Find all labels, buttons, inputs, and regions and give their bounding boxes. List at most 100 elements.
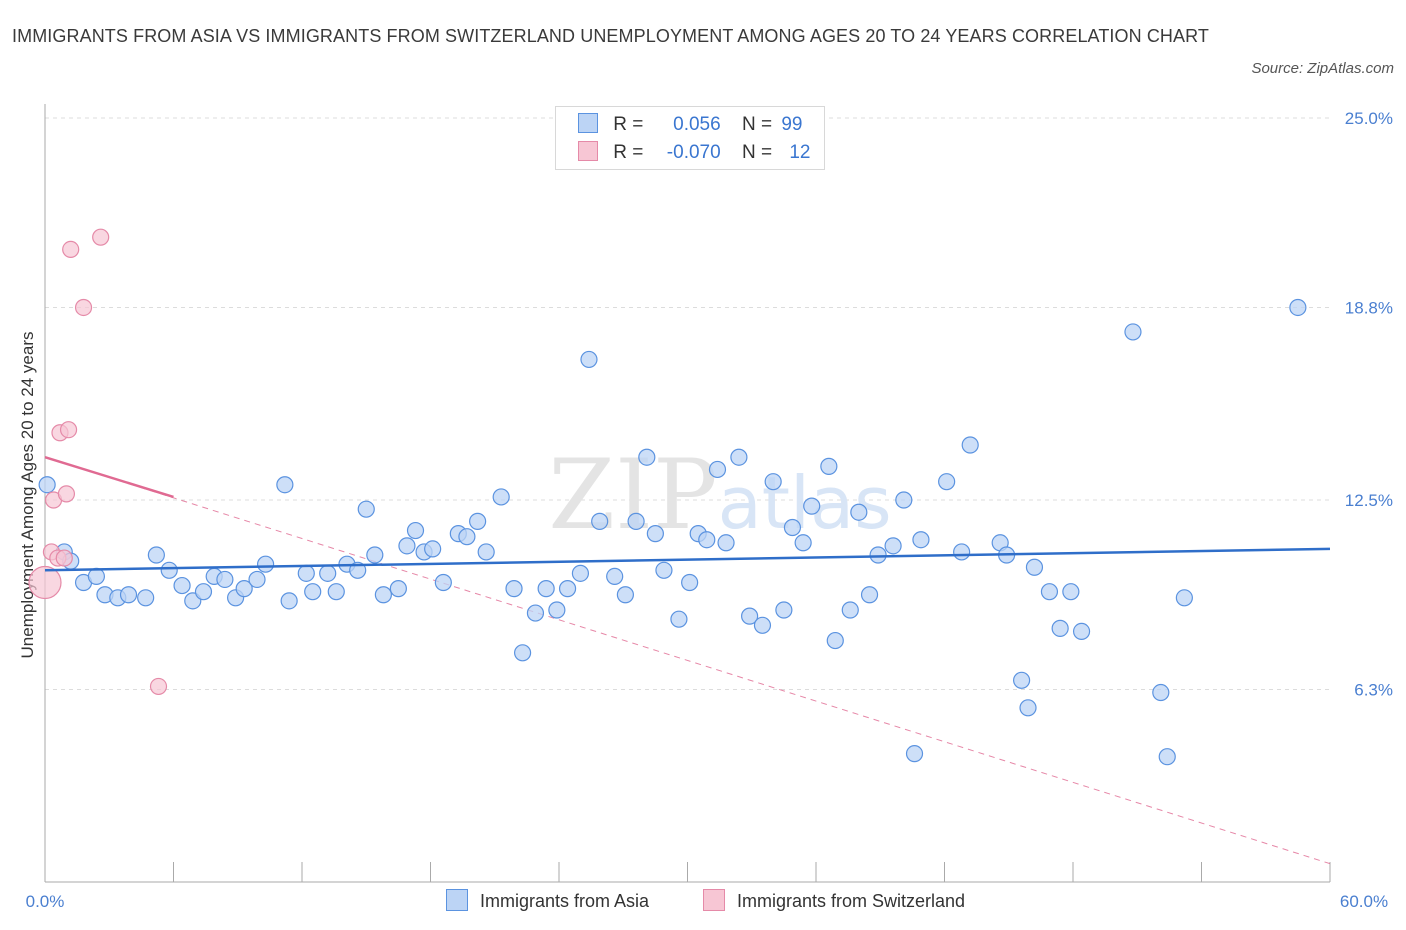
point-asia [389, 580, 407, 598]
point-asia [708, 460, 727, 479]
y-tick-label: 25.0% [1345, 109, 1393, 128]
point-asia [775, 601, 793, 619]
swiss-r-label: R = [613, 142, 644, 163]
swiss-r-value: -0.070 [666, 142, 721, 163]
point-asia [194, 583, 213, 601]
point-asia [297, 564, 315, 582]
legend-asia-swatch [446, 889, 468, 911]
x-tick-label-max: 60.0% [1340, 892, 1388, 911]
point-asia [1175, 589, 1193, 607]
point-asia [256, 555, 275, 573]
swiss-n-value: 12 [789, 142, 811, 163]
y-tick-label: 18.8% [1345, 298, 1393, 317]
point-asia [646, 525, 664, 543]
legend-swiss-swatch [703, 889, 725, 911]
point-asia [1072, 622, 1091, 641]
point-swiss [57, 485, 76, 503]
point-asia [137, 589, 155, 607]
asia-r-value: 0.056 [673, 114, 721, 135]
point-swiss [74, 298, 93, 317]
legend-item-asia: Immigrants from Asia [446, 889, 649, 912]
point-asia [424, 540, 442, 558]
point-asia [513, 644, 532, 662]
y-axis-label: Unemployment Among Ages 20 to 24 years [18, 332, 37, 659]
point-asia [216, 570, 234, 589]
point-asia [327, 583, 345, 601]
point-asia [753, 616, 772, 634]
point-asia [558, 580, 577, 598]
point-asia [884, 537, 902, 555]
point-asia [1158, 748, 1176, 766]
point-asia [638, 448, 656, 466]
series-asia-points [38, 298, 1307, 766]
point-asia [469, 512, 487, 530]
point-asia [905, 745, 924, 763]
point-asia [730, 448, 748, 466]
point-asia [477, 543, 495, 561]
asia-swatch [578, 113, 598, 133]
point-asia [895, 491, 913, 509]
point-asia [783, 518, 802, 537]
point-asia [794, 534, 812, 552]
point-asia [537, 580, 555, 598]
asia-r-label: R = [613, 114, 644, 135]
point-asia [147, 546, 165, 564]
legend-asia-label: Immigrants from Asia [480, 891, 650, 911]
y-tick-label: 12.5% [1345, 491, 1393, 510]
point-asia [87, 567, 106, 586]
point-asia [869, 546, 887, 564]
point-asia [655, 561, 673, 579]
point-asia [357, 500, 375, 518]
chart-title: IMMIGRANTS FROM ASIA VS IMMIGRANTS FROM … [12, 26, 1209, 46]
point-asia [616, 586, 634, 604]
point-asia [505, 580, 523, 598]
legend-swiss-label: Immigrants from Switzerland [737, 891, 966, 911]
watermark: ZIPatlas [548, 439, 891, 551]
point-asia [1152, 683, 1170, 702]
point-asia [820, 457, 838, 475]
legend-row-asia: R = 0.056 N = 99 [578, 113, 802, 139]
x-tick-labels: 0.0% 60.0% [26, 892, 1388, 911]
point-asia [434, 573, 452, 592]
point-asia [374, 586, 392, 604]
point-asia [912, 531, 930, 549]
point-asia [458, 528, 476, 546]
point-asia [841, 601, 859, 619]
legend-item-swiss: Immigrants from Switzerland [703, 889, 965, 912]
point-asia [119, 586, 138, 604]
point-swiss [55, 549, 73, 567]
trend-swiss-extended [44, 456, 1331, 865]
y-tick-label: 6.3% [1354, 680, 1393, 699]
point-asia [248, 570, 266, 589]
point-asia [38, 476, 56, 494]
point-asia [591, 512, 609, 530]
point-asia [526, 604, 545, 622]
point-asia [406, 521, 425, 540]
point-swiss [62, 240, 80, 259]
watermark-zip: ZIP [548, 439, 717, 551]
point-asia [938, 473, 956, 491]
point-asia [850, 503, 868, 521]
point-swiss [59, 421, 78, 439]
point-asia [548, 601, 566, 619]
point-asia [670, 610, 688, 628]
point-asia [1019, 699, 1037, 717]
point-asia [1051, 619, 1069, 637]
point-asia [860, 586, 879, 604]
point-asia [1012, 671, 1031, 689]
legend-row-swiss: R = -0.070 N = 12 [578, 141, 810, 167]
asia-n-value: 99 [781, 114, 803, 135]
point-asia [1124, 323, 1142, 341]
trend-swiss [44, 456, 174, 499]
point-asia [717, 534, 735, 552]
stats-legend: R = 0.056 N = 99 R = -0.070 N = 12 [555, 106, 825, 170]
point-asia [235, 580, 253, 598]
swiss-swatch [578, 141, 598, 161]
y-tick-labels: 6.3% 12.5% 18.8% 25.0% [1345, 109, 1393, 699]
point-asia [803, 497, 821, 515]
point-asia [366, 546, 384, 564]
source-label: Source: ZipAtlas.com [1251, 60, 1394, 77]
point-asia [1289, 298, 1307, 317]
trend-asia [44, 547, 1331, 572]
